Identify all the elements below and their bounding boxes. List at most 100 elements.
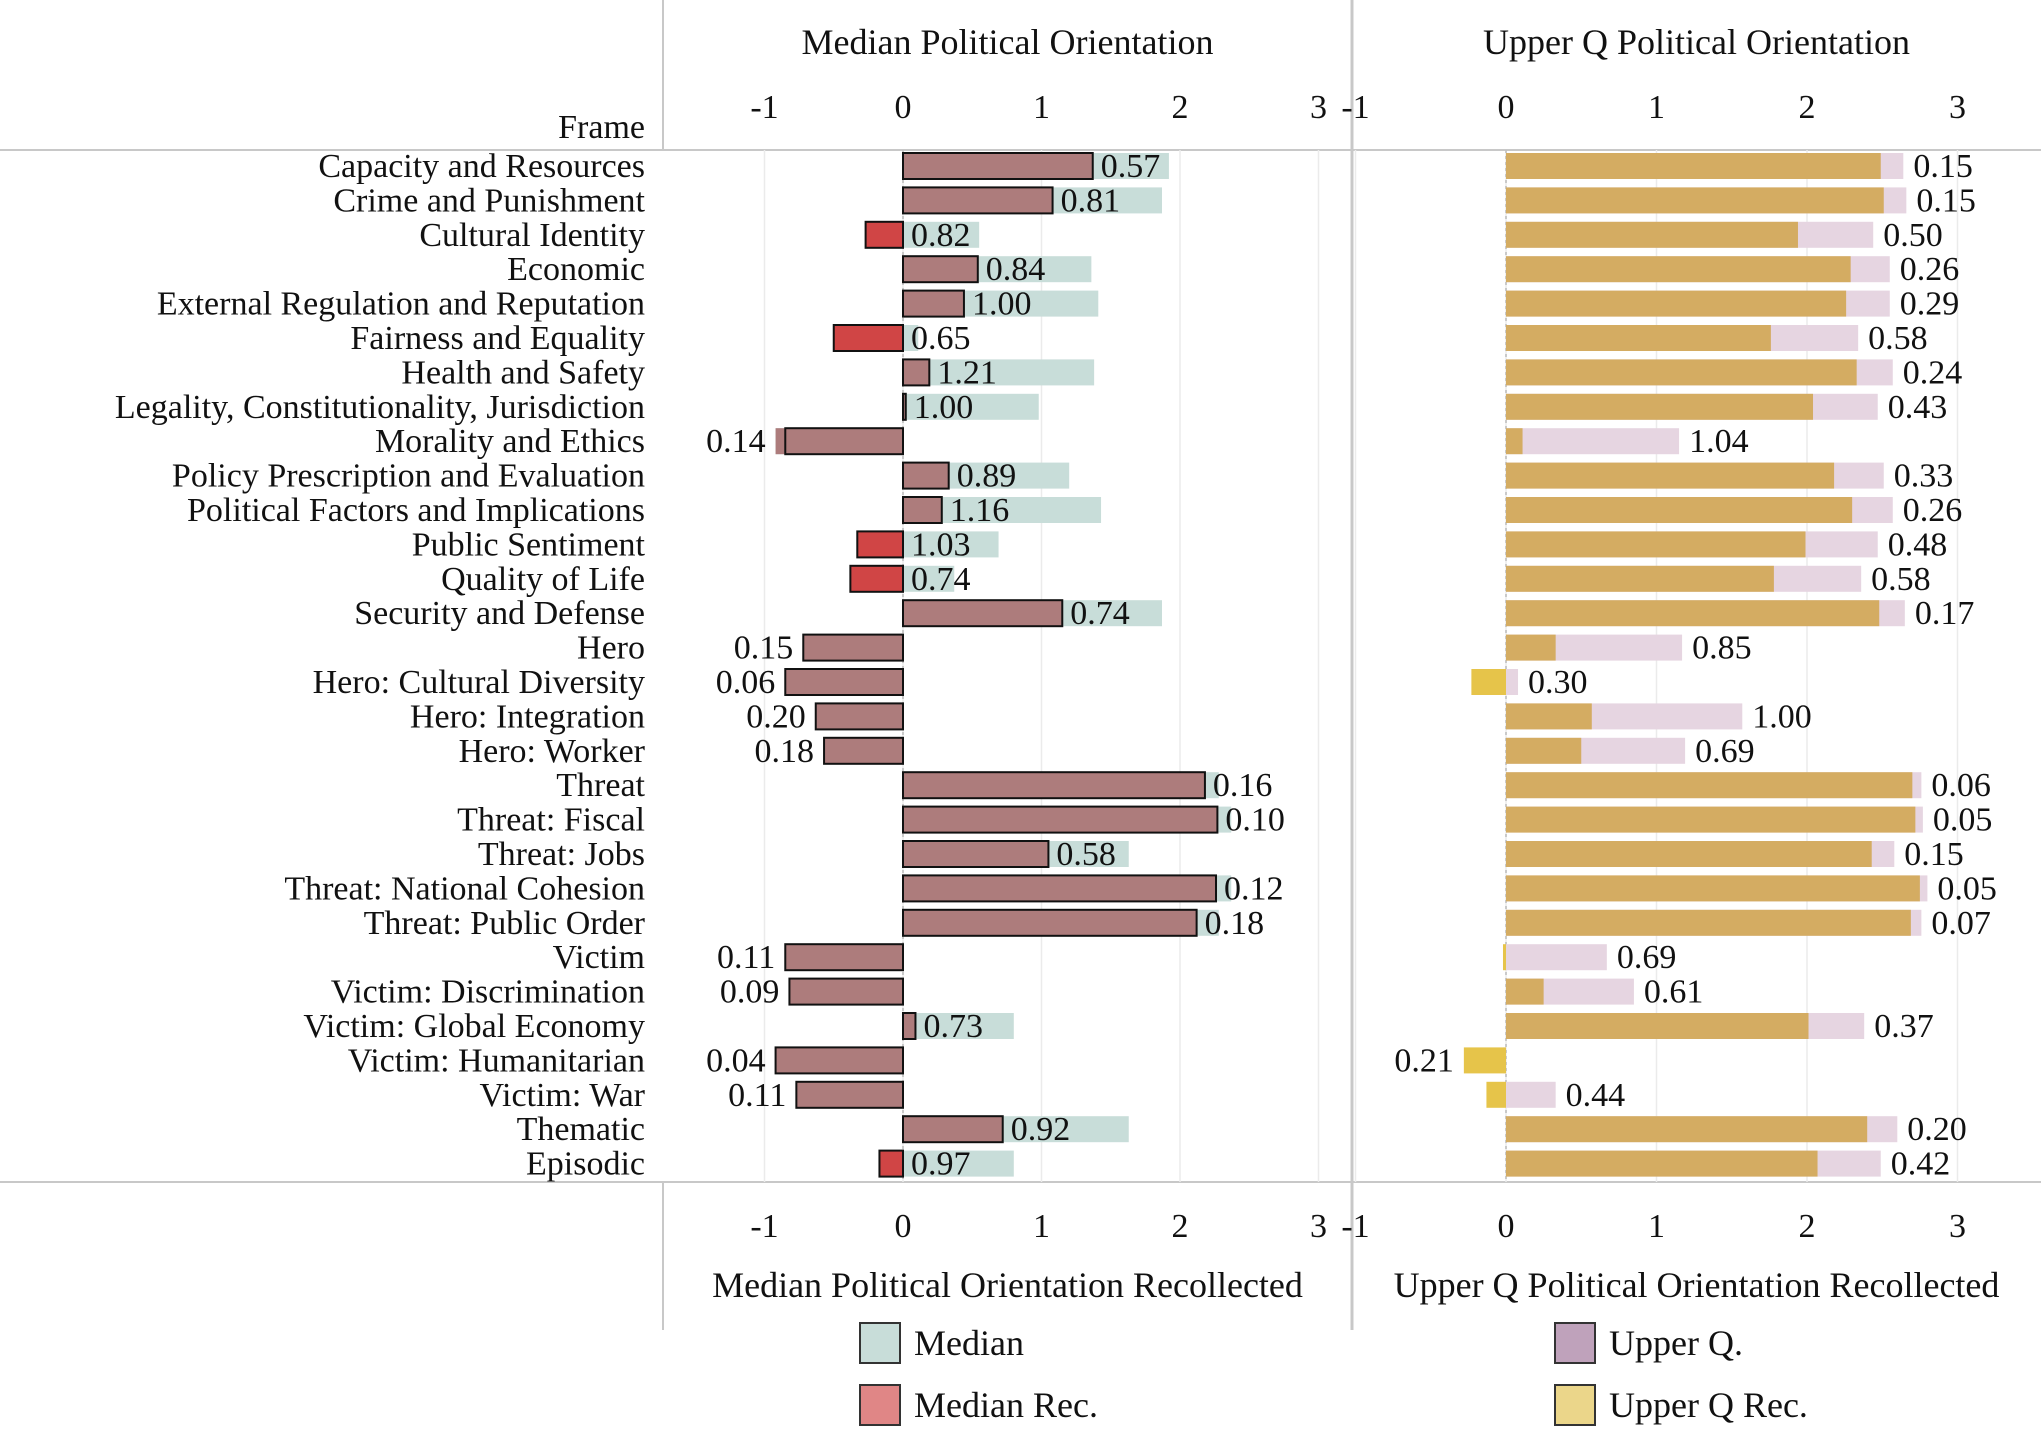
median-rec-outline (864, 220, 904, 249)
median-rec-outline (856, 530, 904, 559)
value-label: 0.12 (1224, 870, 1284, 907)
value-label: 0.11 (717, 939, 775, 976)
value-label: 0.17 (1915, 595, 1975, 632)
value-label: 0.85 (1692, 630, 1752, 667)
category-label: Hero (577, 630, 645, 667)
x-tick-label-top: 1 (1033, 89, 1050, 126)
median-rec-bar (902, 461, 950, 490)
category-label: Threat: Fiscal (457, 802, 645, 839)
median-rec-bar (857, 531, 903, 558)
x-tick-label-top: 3 (1310, 89, 1327, 126)
median-rec-outline (814, 702, 904, 731)
value-label: 0.06 (1931, 767, 1991, 804)
value-label: 0.15 (734, 630, 794, 667)
category-label: Crime and Punishment (333, 182, 645, 219)
upper-q-rec-bar (1506, 153, 1881, 179)
value-label: 0.37 (1874, 1008, 1934, 1045)
median-bar (903, 1013, 1014, 1039)
x-tick-label-bottom: 1 (1033, 1208, 1050, 1245)
median-rec-outline (784, 668, 905, 696)
category-label: Morality and Ethics (375, 423, 645, 460)
category-label: Threat: National Cohesion (284, 870, 645, 907)
upper-q-bar (1506, 669, 1519, 695)
value-label: 0.73 (923, 1008, 983, 1045)
median-rec-bar (902, 186, 1054, 215)
median-rec-bar (902, 152, 1094, 180)
x-tick-label-top: -1 (750, 89, 778, 126)
value-label: 0.05 (1937, 870, 1997, 907)
upper-q-rec-bar (1506, 1150, 1818, 1177)
value-label: 0.58 (1056, 836, 1116, 873)
value-label: 0.84 (986, 251, 1046, 288)
category-label: Episodic (526, 1146, 645, 1183)
median-rec-bar (902, 805, 1219, 834)
median-rec-bar (902, 358, 931, 387)
upper-q-rec-bar (1502, 944, 1506, 971)
median-overlay-bar (803, 634, 903, 661)
value-label: 0.44 (1566, 1077, 1626, 1114)
upper-q-rec-bar (1506, 806, 1916, 833)
value-label: 1.00 (972, 286, 1031, 323)
category-label: Hero: Cultural Diversity (313, 664, 645, 701)
value-label: 0.92 (1011, 1111, 1071, 1148)
upper-q-rec-bar (1506, 565, 1774, 592)
category-label: Economic (507, 251, 645, 288)
value-label: 0.14 (706, 423, 766, 460)
value-label: 0.06 (716, 664, 776, 701)
median-rec-bar (902, 771, 1206, 800)
value-label: 0.24 (1903, 354, 1963, 391)
value-label: 0.81 (1061, 182, 1121, 219)
median-rec-bar (902, 1012, 917, 1040)
value-label: 0.16 (1213, 767, 1273, 804)
category-label: Quality of Life (441, 561, 645, 598)
value-label: 0.04 (706, 1042, 766, 1079)
median-rec-outline (788, 977, 904, 1006)
median-rec-bar (865, 221, 903, 248)
category-label: Security and Defense (354, 595, 645, 632)
value-label: 1.21 (937, 354, 997, 391)
median-rec-bar (833, 325, 903, 351)
value-label: 0.29 (1900, 286, 1960, 323)
upper-q-bar (1506, 1081, 1556, 1108)
median-overlay-bar (775, 1047, 903, 1074)
value-label: 0.74 (911, 561, 971, 598)
value-label: 0.48 (1888, 526, 1948, 563)
upper-q-rec-bar (1506, 875, 1920, 902)
value-label: 0.21 (1394, 1042, 1454, 1079)
panel-title-top: Upper Q Political Orientation (1483, 22, 1910, 62)
upper-q-bar (1506, 944, 1607, 971)
median-overlay-bar (824, 737, 903, 764)
category-label: Thematic (517, 1111, 645, 1148)
value-label: 0.43 (1888, 389, 1948, 426)
value-label: 0.15 (1916, 182, 1976, 219)
value-label: 1.00 (914, 389, 974, 426)
median-bar (903, 393, 1039, 420)
frame-header: Frame (558, 109, 645, 146)
category-label: Public Sentiment (412, 526, 646, 563)
value-label: 0.58 (1871, 561, 1931, 598)
category-label: Fairness and Equality (350, 320, 645, 357)
x-tick-label-bottom: 1 (1648, 1208, 1665, 1245)
median-bar (903, 325, 919, 351)
category-label: Threat: Public Order (364, 905, 646, 942)
median-overlay-bar (796, 1081, 903, 1108)
category-label: Policy Prescription and Evaluation (172, 458, 645, 495)
upper-q-rec-bar (1506, 737, 1582, 764)
value-label: 0.20 (1907, 1111, 1967, 1148)
x-tick-label-top: 2 (1172, 89, 1189, 126)
median-overlay-bar (775, 428, 903, 455)
median-overlay-bar (785, 669, 903, 695)
upper-q-rec-bar (1506, 428, 1523, 455)
panel-title-bottom: Upper Q Political Orientation Recollecte… (1394, 1265, 2000, 1305)
value-label: 0.20 (746, 698, 806, 735)
value-label: 0.65 (911, 320, 971, 357)
upper-q-rec-bar (1471, 669, 1506, 695)
value-label: 0.61 (1644, 974, 1704, 1011)
value-label: 0.30 (1528, 664, 1588, 701)
median-overlay-bar (789, 978, 903, 1005)
category-label: Political Factors and Implications (187, 492, 645, 529)
x-tick-label-top: -1 (1341, 89, 1369, 126)
legend-label: Upper Q Rec. (1609, 1385, 1808, 1425)
value-label: 0.89 (957, 458, 1017, 495)
